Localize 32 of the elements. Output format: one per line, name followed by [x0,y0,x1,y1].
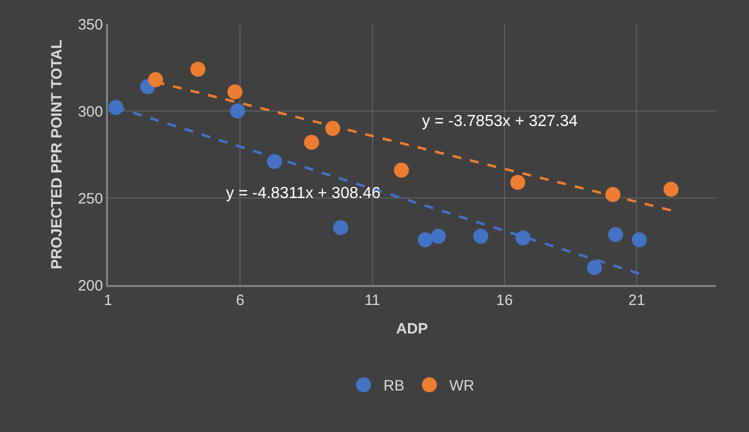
point [190,62,206,77]
point [304,134,320,150]
point [608,227,624,242]
x-axis-title: ADP [396,320,428,338]
annotation: y = -3.7853x + 327.34 [422,113,578,130]
point [333,220,348,236]
annotation: y = -4.8311x + 308.46 [226,185,381,202]
point [516,230,531,246]
y-tick-label: 300 [78,103,103,120]
point [148,72,164,88]
x-tick-label: 1 [104,292,112,309]
point [473,228,488,244]
point [510,174,526,190]
legend-label: WR [449,378,474,395]
point [418,232,433,248]
point [394,162,409,178]
x-tick-label: 6 [236,292,244,309]
point [430,228,446,244]
y-tick-label: 250 [78,190,103,208]
point [664,182,679,197]
x-tick-label: 21 [628,292,646,309]
legend-label: RB [384,378,404,395]
point [227,84,242,100]
point [586,260,602,276]
y-tick-label: 350 [78,16,103,34]
y-axis-title: PROJECTED PPR POINT TOTAL [48,40,66,270]
point [632,232,647,248]
x-tick-label: 11 [364,292,380,309]
point [230,104,246,118]
x-tick-label: 16 [496,292,513,309]
y-tick-label: 200 [78,277,103,294]
point [108,100,124,116]
